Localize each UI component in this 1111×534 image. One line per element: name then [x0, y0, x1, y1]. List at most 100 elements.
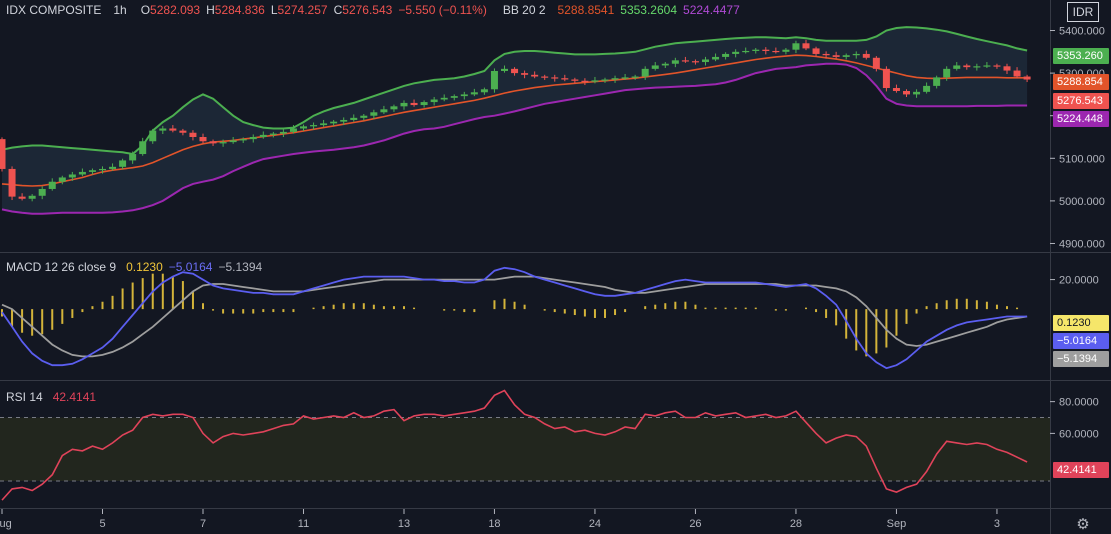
candle-body	[420, 102, 428, 106]
candle-body	[963, 65, 971, 68]
candle-body	[350, 117, 358, 120]
candle-body	[300, 126, 307, 129]
candlesticks	[0, 39, 1031, 202]
candle-body	[360, 115, 368, 118]
interval-label[interactable]: 1h	[113, 3, 127, 17]
candle-body	[862, 53, 870, 58]
macd-line-tag: −5.0164	[1053, 333, 1109, 349]
candle-body	[99, 168, 106, 171]
candle-body	[903, 91, 910, 95]
rsi-pane	[0, 389, 1050, 501]
candle-body	[501, 68, 508, 71]
candle-body	[953, 65, 961, 69]
candle-body	[762, 49, 770, 51]
candle-body	[732, 51, 740, 54]
candle-body	[551, 77, 559, 79]
time-tick-label: 11	[298, 518, 309, 530]
ohlc-low: L5274.257	[270, 3, 328, 17]
candle-body	[993, 65, 1001, 67]
macd-label[interactable]: MACD 12 26 close 9	[6, 260, 117, 274]
candle-body	[1023, 76, 1031, 80]
candle-body	[169, 128, 177, 131]
candle-body	[973, 66, 981, 68]
time-tick-label: 18	[488, 518, 500, 530]
candle-body	[470, 92, 478, 95]
bb-basis-line	[1, 54, 1028, 187]
candle-body	[400, 102, 408, 107]
candle-body	[450, 96, 458, 98]
candle-body	[722, 53, 730, 57]
candle-body	[852, 53, 860, 56]
candle-body	[571, 79, 579, 81]
candle-body	[531, 74, 539, 77]
time-tick-label: 26	[689, 518, 701, 530]
bollinger-bands	[1, 26, 1028, 215]
candle-body	[330, 121, 338, 124]
main-legend: IDX COMPOSITE 1h O5282.093 H5284.836 L52…	[6, 3, 740, 17]
candle-body	[691, 61, 699, 63]
candle-body	[782, 49, 790, 52]
price-change: −5.550 (−0.11%)	[398, 3, 487, 17]
candle-body	[913, 91, 921, 95]
candle-body	[661, 63, 669, 66]
candle-body	[480, 89, 488, 93]
candle-body	[249, 137, 257, 140]
candle-body	[18, 196, 26, 199]
candle-body	[822, 53, 830, 56]
bb-lower-value: 5224.4477	[683, 3, 740, 17]
macd-line	[1, 266, 1028, 370]
candle-body	[269, 133, 277, 135]
candle-body	[923, 85, 931, 92]
price-tick-label: 5000.000	[1059, 196, 1105, 208]
candle-body	[370, 112, 378, 116]
candle-body	[430, 99, 438, 103]
candle-body	[621, 77, 629, 79]
bb-indicator-label[interactable]: BB 20 2	[502, 3, 546, 17]
time-tick-label: 24	[589, 518, 601, 530]
candle-body	[772, 50, 780, 53]
candle-body	[8, 168, 16, 197]
time-tick-label: Sep	[887, 518, 907, 530]
macd-signal-tag: −5.1394	[1053, 351, 1109, 367]
candle-body	[792, 43, 800, 50]
candle-body	[219, 142, 227, 144]
bb-basis-value: 5288.8541	[557, 3, 615, 17]
rsi-tick-label: 80.0000	[1059, 397, 1099, 409]
candle-body	[199, 137, 207, 142]
candle-body	[1003, 66, 1011, 71]
currency-button[interactable]: IDR	[1067, 2, 1099, 22]
macd-pane	[1, 266, 1028, 370]
symbol-name[interactable]: IDX COMPOSITE	[6, 3, 102, 17]
candle-body	[88, 170, 96, 172]
candle-body	[28, 195, 36, 199]
candle-body	[671, 60, 679, 64]
candle-body	[279, 131, 287, 134]
candle-body	[340, 119, 348, 122]
candle-body	[189, 132, 197, 137]
candle-body	[983, 65, 991, 67]
candle-body	[842, 55, 850, 57]
candle-body	[320, 123, 328, 126]
candle-body	[159, 128, 167, 131]
candle-body	[139, 141, 147, 155]
candle-body	[58, 177, 66, 182]
candle-body	[872, 57, 880, 69]
price-tick-label: 4900.000	[1059, 238, 1105, 250]
rsi-tag: 42.4141	[1053, 462, 1109, 478]
candle-body	[440, 97, 448, 100]
rsi-value: 42.4141	[52, 390, 97, 404]
candle-body	[239, 139, 247, 141]
bb-band-fill	[2, 27, 1028, 214]
bb-upper-line	[1, 26, 1028, 156]
candle-body	[490, 70, 498, 90]
rsi-line	[1, 389, 1028, 501]
candle-body	[179, 130, 187, 133]
settings-gear-icon[interactable]: ⚙	[1076, 515, 1089, 533]
macd-hist-tag: 0.1230	[1053, 315, 1109, 331]
rsi-label[interactable]: RSI 14	[6, 390, 43, 404]
candle-body	[521, 73, 529, 75]
candle-body	[380, 109, 388, 113]
candle-body	[943, 68, 951, 78]
